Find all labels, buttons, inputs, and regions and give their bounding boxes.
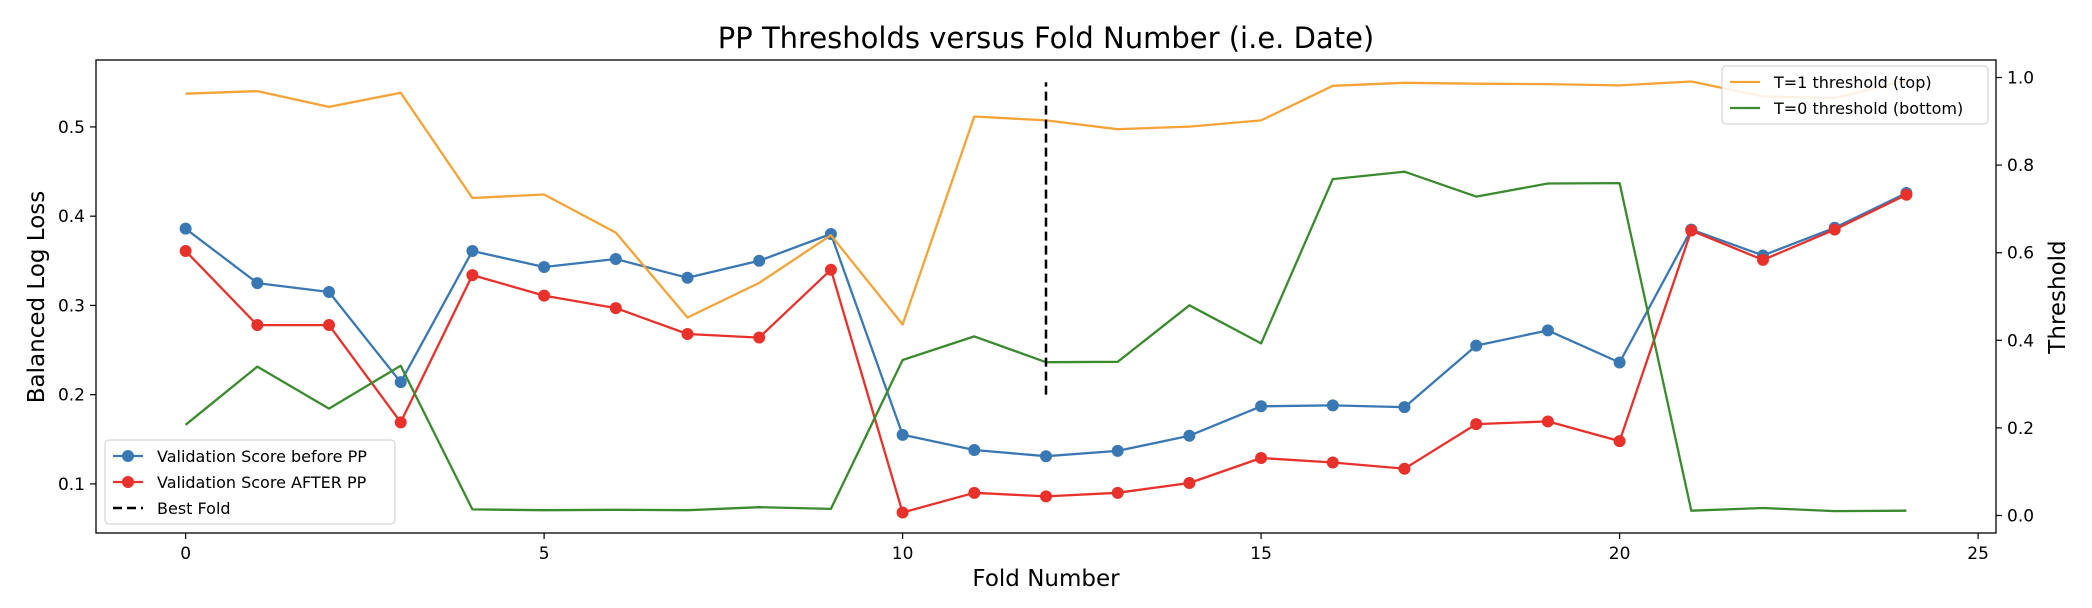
chart-title: PP Thresholds versus Fold Number (i.e. D… bbox=[718, 21, 1374, 55]
series-1-point-18 bbox=[1470, 418, 1483, 431]
series-1-point-13 bbox=[1111, 486, 1124, 499]
series-0-point-18 bbox=[1470, 339, 1483, 352]
series-1-point-22 bbox=[1756, 253, 1769, 266]
series-1-point-24 bbox=[1900, 188, 1913, 201]
series-1-point-17 bbox=[1398, 462, 1411, 475]
y-tick-label-0: 0.1 bbox=[58, 475, 85, 495]
series-1-point-15 bbox=[1255, 452, 1268, 465]
series-1-point-19 bbox=[1541, 415, 1554, 428]
series-0-point-16 bbox=[1326, 399, 1339, 412]
plot-frame bbox=[95, 59, 1997, 534]
series-1-point-11 bbox=[968, 486, 981, 499]
series-0-point-5 bbox=[538, 261, 551, 274]
series-0-point-7 bbox=[681, 271, 694, 284]
legend-left-marker-1 bbox=[122, 476, 134, 488]
x-tick-label-4: 20 bbox=[1609, 544, 1631, 564]
plot-area bbox=[179, 79, 1913, 519]
y2-tick-label-4: 0.8 bbox=[2007, 156, 2034, 176]
series-1-point-6 bbox=[609, 302, 622, 315]
legend-left-marker-0 bbox=[122, 450, 134, 462]
y-tick-label-3: 0.4 bbox=[58, 207, 85, 227]
x-tick-label-0: 0 bbox=[180, 544, 191, 564]
series-1-point-16 bbox=[1326, 456, 1339, 469]
y-tick-label-2: 0.3 bbox=[58, 296, 85, 316]
legend-left-label-2: Best Fold bbox=[157, 499, 231, 518]
series-0-point-3 bbox=[394, 376, 407, 389]
y-axis-label: Balanced Log Loss bbox=[24, 191, 50, 403]
legend-left-label-1: Validation Score AFTER PP bbox=[157, 473, 367, 492]
series-1-point-3 bbox=[394, 416, 407, 429]
legend-right-label-1: T=0 threshold (bottom) bbox=[1773, 99, 1963, 118]
y2-tick-label-5: 1.0 bbox=[2007, 69, 2034, 89]
series-1-point-8 bbox=[753, 331, 766, 344]
series-0-point-15 bbox=[1255, 400, 1268, 413]
series-1-point-14 bbox=[1183, 477, 1196, 490]
series-1-point-21 bbox=[1685, 224, 1698, 237]
y2-tick-label-0: 0.0 bbox=[2007, 506, 2034, 526]
series-1-point-10 bbox=[896, 506, 909, 519]
series-1-point-5 bbox=[538, 289, 551, 302]
legend-left-label-0: Validation Score before PP bbox=[157, 447, 367, 466]
series-1-point-1 bbox=[251, 319, 264, 332]
x-tick-label-2: 10 bbox=[892, 544, 914, 564]
x-tick-label-3: 15 bbox=[1250, 544, 1272, 564]
series-0-point-6 bbox=[609, 253, 622, 266]
y-tick-label-4: 0.5 bbox=[58, 118, 85, 138]
axes: 0 5 10 15 20 25 0.1 0.2 0.3 0.4 0.5 0.0 0.2 0.4 0.6 0.8… bbox=[58, 59, 2034, 564]
series-0-point-10 bbox=[896, 428, 909, 441]
legend-left-box bbox=[104, 439, 396, 525]
legend-right-box bbox=[1721, 65, 1989, 125]
series-0-point-13 bbox=[1111, 444, 1124, 457]
x-tick-label-5: 25 bbox=[1967, 544, 1989, 564]
series-0-point-20 bbox=[1613, 356, 1626, 369]
series-0-point-12 bbox=[1040, 450, 1052, 463]
series-0-point-19 bbox=[1541, 324, 1554, 337]
y2-tick-label-1: 0.2 bbox=[2007, 419, 2034, 439]
series-1-point-9 bbox=[824, 263, 837, 276]
legend-right-label-0: T=1 threshold (top) bbox=[1773, 73, 1932, 92]
series-1-point-7 bbox=[681, 327, 694, 340]
y-tick-label-1: 0.2 bbox=[58, 386, 85, 406]
series-1-point-12 bbox=[1040, 490, 1052, 503]
series-1-point-2 bbox=[323, 319, 336, 332]
series-0-point-8 bbox=[753, 254, 766, 267]
y2-tick-label-3: 0.6 bbox=[2007, 244, 2034, 264]
series-0-point-0 bbox=[179, 222, 192, 235]
series-1-point-20 bbox=[1613, 435, 1626, 448]
series-0-point-17 bbox=[1398, 401, 1411, 414]
series-1-point-0 bbox=[179, 244, 192, 257]
series-0-point-11 bbox=[968, 444, 981, 457]
series-0-point-1 bbox=[251, 277, 264, 290]
y2-axis-label: Threshold bbox=[2045, 240, 2071, 354]
series-1-point-23 bbox=[1828, 223, 1841, 236]
series-0-point-4 bbox=[466, 244, 479, 257]
legends: Validation Score before PP Validation Sco… bbox=[104, 65, 1989, 525]
series-0-point-14 bbox=[1183, 429, 1196, 442]
x-axis-label: Fold Number bbox=[972, 566, 1120, 592]
series-1-point-4 bbox=[466, 269, 479, 282]
x-tick-label-1: 5 bbox=[539, 544, 550, 564]
y2-tick-label-2: 0.4 bbox=[2007, 331, 2034, 351]
series-0-point-2 bbox=[323, 286, 336, 299]
